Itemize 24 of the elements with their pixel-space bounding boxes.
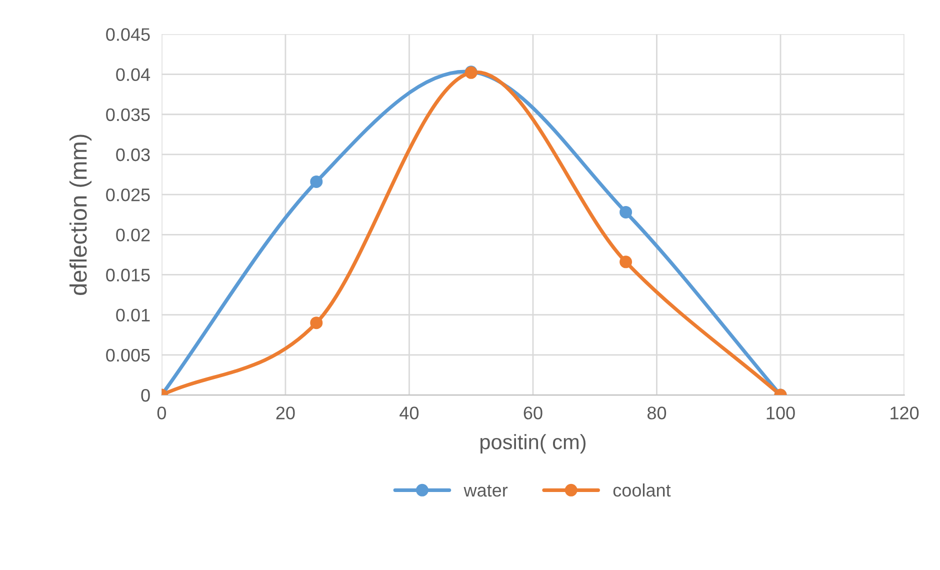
y-tick-label: 0.04 xyxy=(116,68,150,82)
y-tick-label: 0.02 xyxy=(116,228,150,242)
y-tick-label: 0.03 xyxy=(116,148,150,162)
x-tick-label: 60 xyxy=(524,406,542,420)
y-tick-label: 0.025 xyxy=(106,188,150,202)
y-tick-label: 0.015 xyxy=(106,268,150,282)
y-tick-label: 0.035 xyxy=(106,108,150,122)
y-axis-title: deflection (mm) xyxy=(69,134,92,295)
y-tick-label: 0.01 xyxy=(116,308,150,322)
x-tick-label: 100 xyxy=(766,406,795,420)
y-tick-label: 0.005 xyxy=(106,348,150,362)
x-tick-label: 0 xyxy=(157,406,166,420)
x-tick-label: 40 xyxy=(400,406,419,420)
legend-label: coolant xyxy=(613,483,671,497)
point xyxy=(620,206,632,218)
x-tick-label: 120 xyxy=(890,406,919,420)
legend-label: water xyxy=(464,484,508,497)
x-axis-title: positin( cm) xyxy=(480,434,586,454)
y-tick-label: 0.045 xyxy=(106,28,150,41)
point xyxy=(620,256,632,268)
x-tick-label: 20 xyxy=(276,406,295,420)
x-tick-label: 80 xyxy=(647,406,666,420)
y-tick-label: 0 xyxy=(141,388,150,402)
point xyxy=(310,175,323,188)
